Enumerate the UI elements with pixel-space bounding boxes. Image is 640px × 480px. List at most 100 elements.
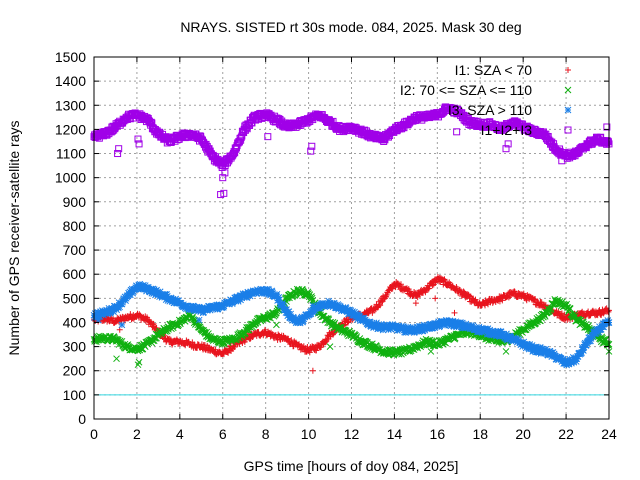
outlier-point <box>118 321 126 329</box>
data-point <box>118 300 126 308</box>
y-tick-label: 500 <box>63 290 87 306</box>
data-point <box>279 299 286 307</box>
data-point <box>568 359 575 367</box>
legend-label: I2: 70 <= SZA <= 110 <box>400 82 532 98</box>
data-point <box>600 323 607 331</box>
y-axis-title: Number of GPS receiver-satellite rays <box>6 121 22 356</box>
data-point <box>275 331 282 338</box>
data-point <box>127 311 134 318</box>
y-tick-label: 0 <box>78 411 86 427</box>
data-point <box>252 319 260 327</box>
outlier-point <box>309 367 316 374</box>
data-point <box>411 288 418 295</box>
data-point <box>400 324 408 332</box>
data-point <box>275 293 283 301</box>
data-point <box>307 310 315 318</box>
data-point <box>511 288 518 295</box>
data-point <box>197 308 205 316</box>
data-point <box>453 323 460 331</box>
x-tick-label: 24 <box>601 426 617 442</box>
data-point <box>511 288 518 295</box>
data-point <box>419 327 427 334</box>
data-point <box>582 341 590 349</box>
data-point <box>436 321 444 328</box>
data-point <box>551 352 559 360</box>
outlier-point <box>380 137 388 145</box>
outlier-point <box>326 343 334 350</box>
data-point <box>145 117 153 125</box>
data-point <box>528 342 536 349</box>
data-point <box>243 293 251 301</box>
y-tick-label: 1000 <box>55 170 86 186</box>
data-point <box>206 306 214 314</box>
data-point <box>299 317 307 325</box>
legend-marker <box>564 126 572 134</box>
data-point <box>231 343 238 350</box>
data-point <box>446 317 454 325</box>
data-point <box>389 285 396 292</box>
ticks-layer: 0 2 4 6 8 10 12 14 16 18 20 22 240100200300400500600… <box>55 49 617 442</box>
data-point <box>486 326 494 334</box>
data-point <box>330 330 337 337</box>
data-point <box>398 125 406 133</box>
data-point <box>404 323 412 331</box>
data-point <box>129 289 137 297</box>
data-point <box>313 347 320 354</box>
outlier-point <box>220 189 228 197</box>
data-point <box>390 351 398 359</box>
data-point <box>265 286 273 294</box>
outlier-point <box>135 140 143 148</box>
data-point <box>330 299 338 307</box>
data-point <box>308 294 316 302</box>
y-tick-label: 1400 <box>55 73 86 89</box>
data-point <box>306 349 313 356</box>
data-point <box>604 307 611 314</box>
y-tick-label: 600 <box>63 266 87 282</box>
outlier-point <box>502 145 510 153</box>
data-point <box>604 138 612 146</box>
data-point <box>527 345 535 352</box>
data-point <box>369 340 376 348</box>
data-point <box>325 297 333 305</box>
data-point <box>127 291 134 299</box>
y-tick-label: 200 <box>63 363 87 379</box>
y-tick-label: 1500 <box>55 49 86 65</box>
data-point <box>429 282 436 289</box>
outlier-point <box>307 147 315 155</box>
data-point <box>544 132 552 140</box>
legend: I1: SZA < 70 I2: 70 <= SZA <= 110 I3: SZA … <box>400 62 572 138</box>
data-point <box>273 290 281 298</box>
data-point <box>432 279 439 286</box>
data-point <box>442 277 449 284</box>
outlier-point <box>115 145 123 153</box>
chart-title: NRAYS. SISTED rt 30s mode. 084, 2025. Ma… <box>180 19 521 35</box>
data-point <box>110 308 118 316</box>
x-tick-label: 18 <box>472 426 488 442</box>
data-point <box>311 307 319 315</box>
legend-marker <box>564 86 572 94</box>
data-point <box>129 288 137 296</box>
data-point <box>604 137 612 145</box>
data-point <box>409 323 417 331</box>
data-point <box>505 294 512 301</box>
outlier-point <box>113 355 120 363</box>
outlier-point <box>453 128 461 136</box>
data-point <box>162 296 170 303</box>
data-point <box>366 318 374 326</box>
outlier-point <box>94 316 102 324</box>
data-point <box>231 149 239 157</box>
data-point <box>195 303 203 311</box>
x-tick-label: 14 <box>387 426 403 442</box>
data-point <box>169 341 176 348</box>
x-tick-label: 10 <box>301 426 317 442</box>
data-point <box>532 343 540 351</box>
data-point <box>540 349 547 356</box>
data-point <box>132 282 140 290</box>
outlier-point <box>427 348 435 355</box>
data-point <box>287 310 295 318</box>
y-tick-label: 1200 <box>55 121 86 137</box>
y-tick-label: 100 <box>63 387 87 403</box>
data-point <box>144 283 152 291</box>
data-point <box>347 307 355 315</box>
